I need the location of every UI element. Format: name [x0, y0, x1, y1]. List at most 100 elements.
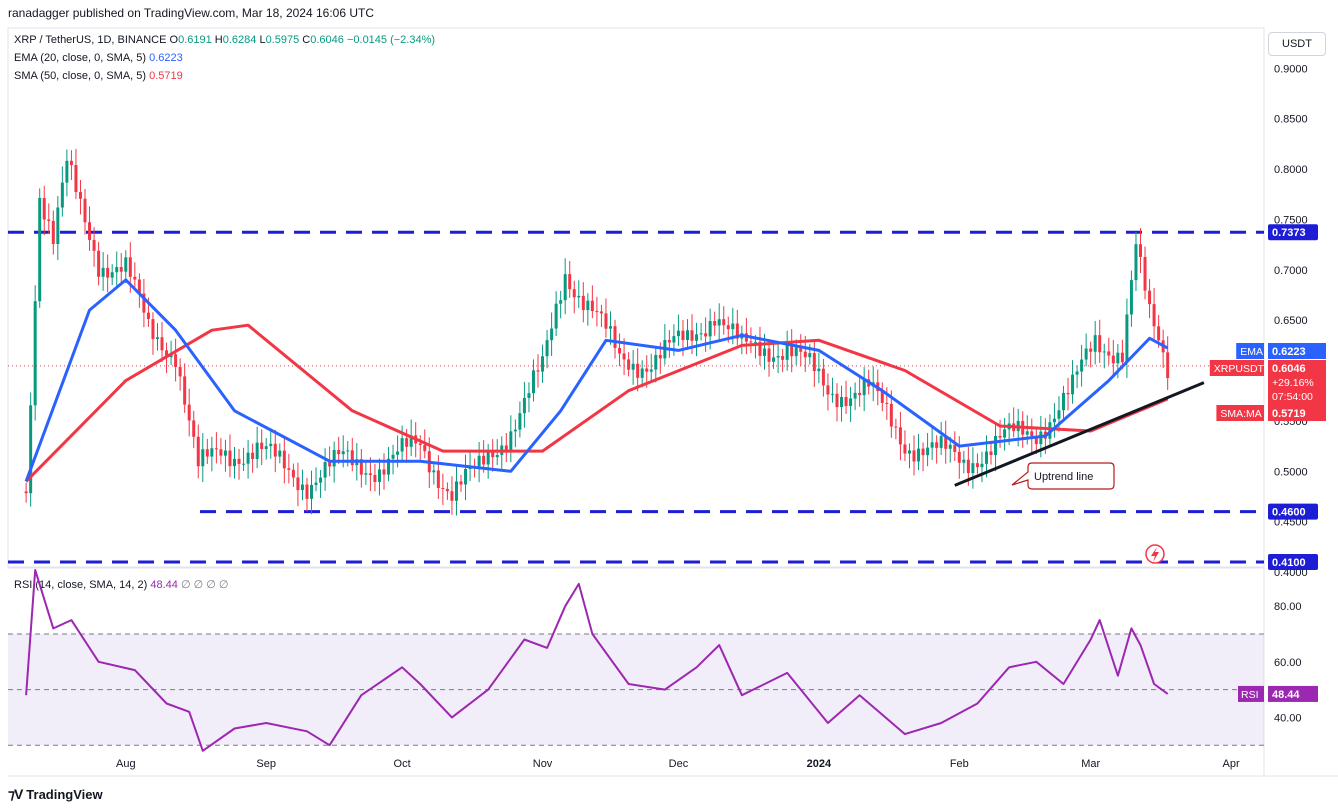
candle-body: [151, 319, 155, 339]
candle-body: [790, 344, 794, 357]
candle-body: [323, 462, 327, 478]
candle-body: [672, 336, 676, 343]
candle-body: [572, 289, 576, 298]
candle-body: [966, 459, 970, 474]
candle-body: [513, 429, 517, 432]
candle-body: [541, 356, 545, 372]
rsi-tick-label: 80.00: [1274, 601, 1302, 613]
candle-body: [581, 295, 585, 311]
candle-body: [645, 368, 649, 372]
candle-body: [518, 413, 522, 430]
candle-body: [291, 469, 295, 478]
lightning-icon: [1151, 547, 1159, 562]
candle-body: [255, 442, 259, 459]
candle-body: [545, 340, 549, 357]
candle-body: [948, 444, 952, 449]
candle-body: [640, 368, 644, 378]
candle-body: [115, 267, 119, 273]
candle-body: [214, 448, 218, 450]
candle-body: [74, 165, 78, 192]
candle-body: [636, 363, 640, 378]
candle-body: [998, 435, 1002, 438]
candle-body: [1116, 352, 1120, 364]
candle-body: [631, 363, 635, 370]
candle-body: [844, 396, 848, 407]
tradingview-footer: ⁊V TradingView: [8, 786, 103, 803]
candle-body: [482, 455, 486, 465]
candle-body: [146, 312, 150, 320]
candle-body: [1080, 359, 1084, 372]
candle-body: [989, 451, 993, 456]
candle-body: [953, 444, 957, 452]
candle-body: [486, 452, 490, 465]
candle-body: [69, 160, 73, 166]
candle-body: [300, 484, 304, 491]
candle-body: [726, 325, 730, 330]
candle-body: [409, 435, 413, 447]
candle-body: [731, 323, 735, 330]
candle-body: [242, 463, 246, 465]
candle-body: [92, 239, 96, 251]
candle-body: [554, 303, 558, 329]
candle-body: [51, 220, 55, 244]
rsi-legend-value: 48.44: [150, 579, 178, 591]
candle-body: [590, 300, 594, 312]
candle-body: [56, 207, 60, 244]
time-axis-label: Oct: [394, 758, 411, 770]
candle-body: [1139, 244, 1142, 257]
candle-body: [921, 448, 925, 456]
candle-body: [133, 276, 137, 280]
candle-body: [1098, 335, 1102, 353]
symbol-name: XRP / TetherUS, 1D, BINANCE: [14, 34, 167, 46]
candle-body: [459, 481, 463, 485]
candle-body: [237, 458, 241, 464]
candle-body: [957, 451, 961, 463]
candle-body: [65, 160, 69, 183]
candle-body: [137, 279, 141, 294]
candle-body: [767, 348, 771, 362]
candle-body: [201, 449, 205, 467]
candle-body: [364, 473, 368, 475]
sma-line: [25, 323, 1169, 483]
published-header: ranadagger published on TradingView.com,…: [8, 6, 375, 20]
candle-body: [912, 450, 916, 462]
candle-body: [187, 404, 191, 421]
candle-body: [464, 468, 468, 485]
candle-body: [377, 469, 381, 482]
annotation-callout: [1011, 462, 1115, 490]
candle-body: [42, 198, 46, 220]
candle-body: [781, 356, 785, 360]
level-price-badge: [1268, 553, 1318, 570]
candle-body: [776, 356, 780, 358]
rsi-tick-label: 40.00: [1274, 712, 1302, 724]
candle-body: [296, 477, 300, 491]
time-axis-label: Aug: [116, 758, 136, 770]
candle-body: [984, 451, 988, 464]
candle-body: [1134, 244, 1138, 281]
candle-body: [994, 435, 998, 456]
candle-body: [604, 313, 608, 329]
candle-body: [423, 445, 427, 452]
candle-body: [563, 274, 567, 301]
price-badge-name: XRPUSDT: [1214, 363, 1265, 375]
currency-button[interactable]: USDT: [1268, 32, 1326, 56]
candle-body: [251, 452, 255, 459]
price-tick-label: 0.7000: [1274, 265, 1308, 277]
candle-body: [577, 295, 581, 298]
candle-body: [722, 319, 726, 326]
candle-body: [527, 393, 531, 398]
price-badge-value: 0.6223: [1272, 346, 1306, 358]
candle-body: [373, 474, 377, 482]
candle-body: [192, 420, 196, 437]
candle-body: [124, 257, 128, 272]
tradingview-brand: TradingView: [26, 787, 103, 802]
price-badge-name: SMA:MA: [1220, 408, 1261, 420]
candle-body: [504, 445, 508, 451]
symbol-legend: XRP / TetherUS, 1D, BINANCE O0.6191 H0.6…: [14, 34, 436, 46]
candle-body: [658, 354, 662, 359]
candle-body: [400, 438, 404, 452]
candle-body: [38, 198, 42, 302]
rsi-badge-value-box: [1268, 685, 1318, 702]
candle-body: [613, 326, 617, 348]
